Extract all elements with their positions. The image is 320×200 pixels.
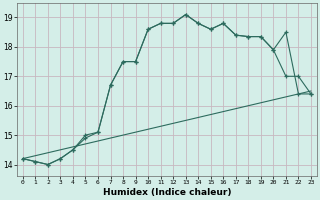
X-axis label: Humidex (Indice chaleur): Humidex (Indice chaleur) xyxy=(103,188,231,197)
